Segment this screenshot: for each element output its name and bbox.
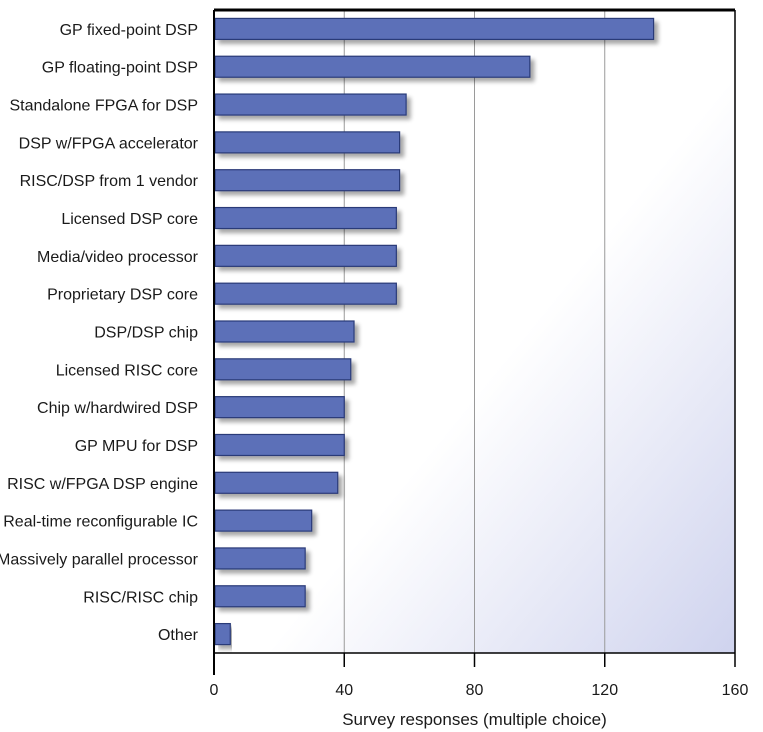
category-label: GP fixed-point DSP: [60, 22, 198, 39]
category-label: RISC/RISC chip: [83, 589, 198, 606]
bar: [214, 471, 339, 494]
x-tick-label: 0: [210, 682, 219, 699]
category-label: GP floating-point DSP: [42, 60, 198, 77]
category-label: Chip w/hardwired DSP: [37, 400, 198, 417]
category-label: RISC/DSP from 1 vendor: [20, 173, 199, 190]
category-label: Licensed RISC core: [56, 362, 198, 379]
category-label: Proprietary DSP core: [47, 287, 198, 304]
bar: [214, 206, 397, 230]
category-label: DSP/DSP chip: [94, 325, 198, 342]
category-label: Massively parallel processor: [0, 551, 199, 568]
x-tick-label: 80: [466, 682, 484, 699]
x-tick-label: 120: [591, 682, 618, 699]
x-tick-label: 40: [335, 682, 353, 699]
bar: [214, 320, 355, 343]
bar: [214, 244, 397, 267]
bar: [214, 509, 313, 532]
bar: [214, 169, 401, 192]
x-tick-label: 160: [722, 682, 749, 699]
x-tick-labels: 0 40 80 120 160: [210, 653, 749, 699]
category-label: GP MPU for DSP: [75, 438, 198, 455]
category-label: Real-time reconfigurable IC: [3, 514, 198, 531]
bar: [214, 131, 401, 154]
bar: [214, 55, 531, 78]
category-label: Media/video processor: [37, 249, 199, 266]
category-label: Licensed DSP core: [61, 211, 198, 228]
bar: [214, 547, 306, 570]
bar: [214, 17, 655, 41]
bar: [214, 282, 397, 305]
category-label: Standalone FPGA for DSP: [9, 98, 198, 115]
bar: [214, 358, 352, 381]
bar: [214, 433, 345, 457]
bar: [214, 396, 345, 419]
category-label: DSP w/FPGA accelerator: [19, 135, 199, 152]
x-axis-title: Survey responses (multiple choice): [342, 710, 607, 729]
category-labels: GP fixed-point DSP GP floating-point DSP S…: [0, 22, 199, 644]
bar: [214, 93, 407, 116]
category-label: Other: [158, 627, 199, 644]
bar: [214, 585, 306, 608]
bar: [214, 622, 231, 646]
category-label: RISC w/FPGA DSP engine: [7, 476, 198, 493]
